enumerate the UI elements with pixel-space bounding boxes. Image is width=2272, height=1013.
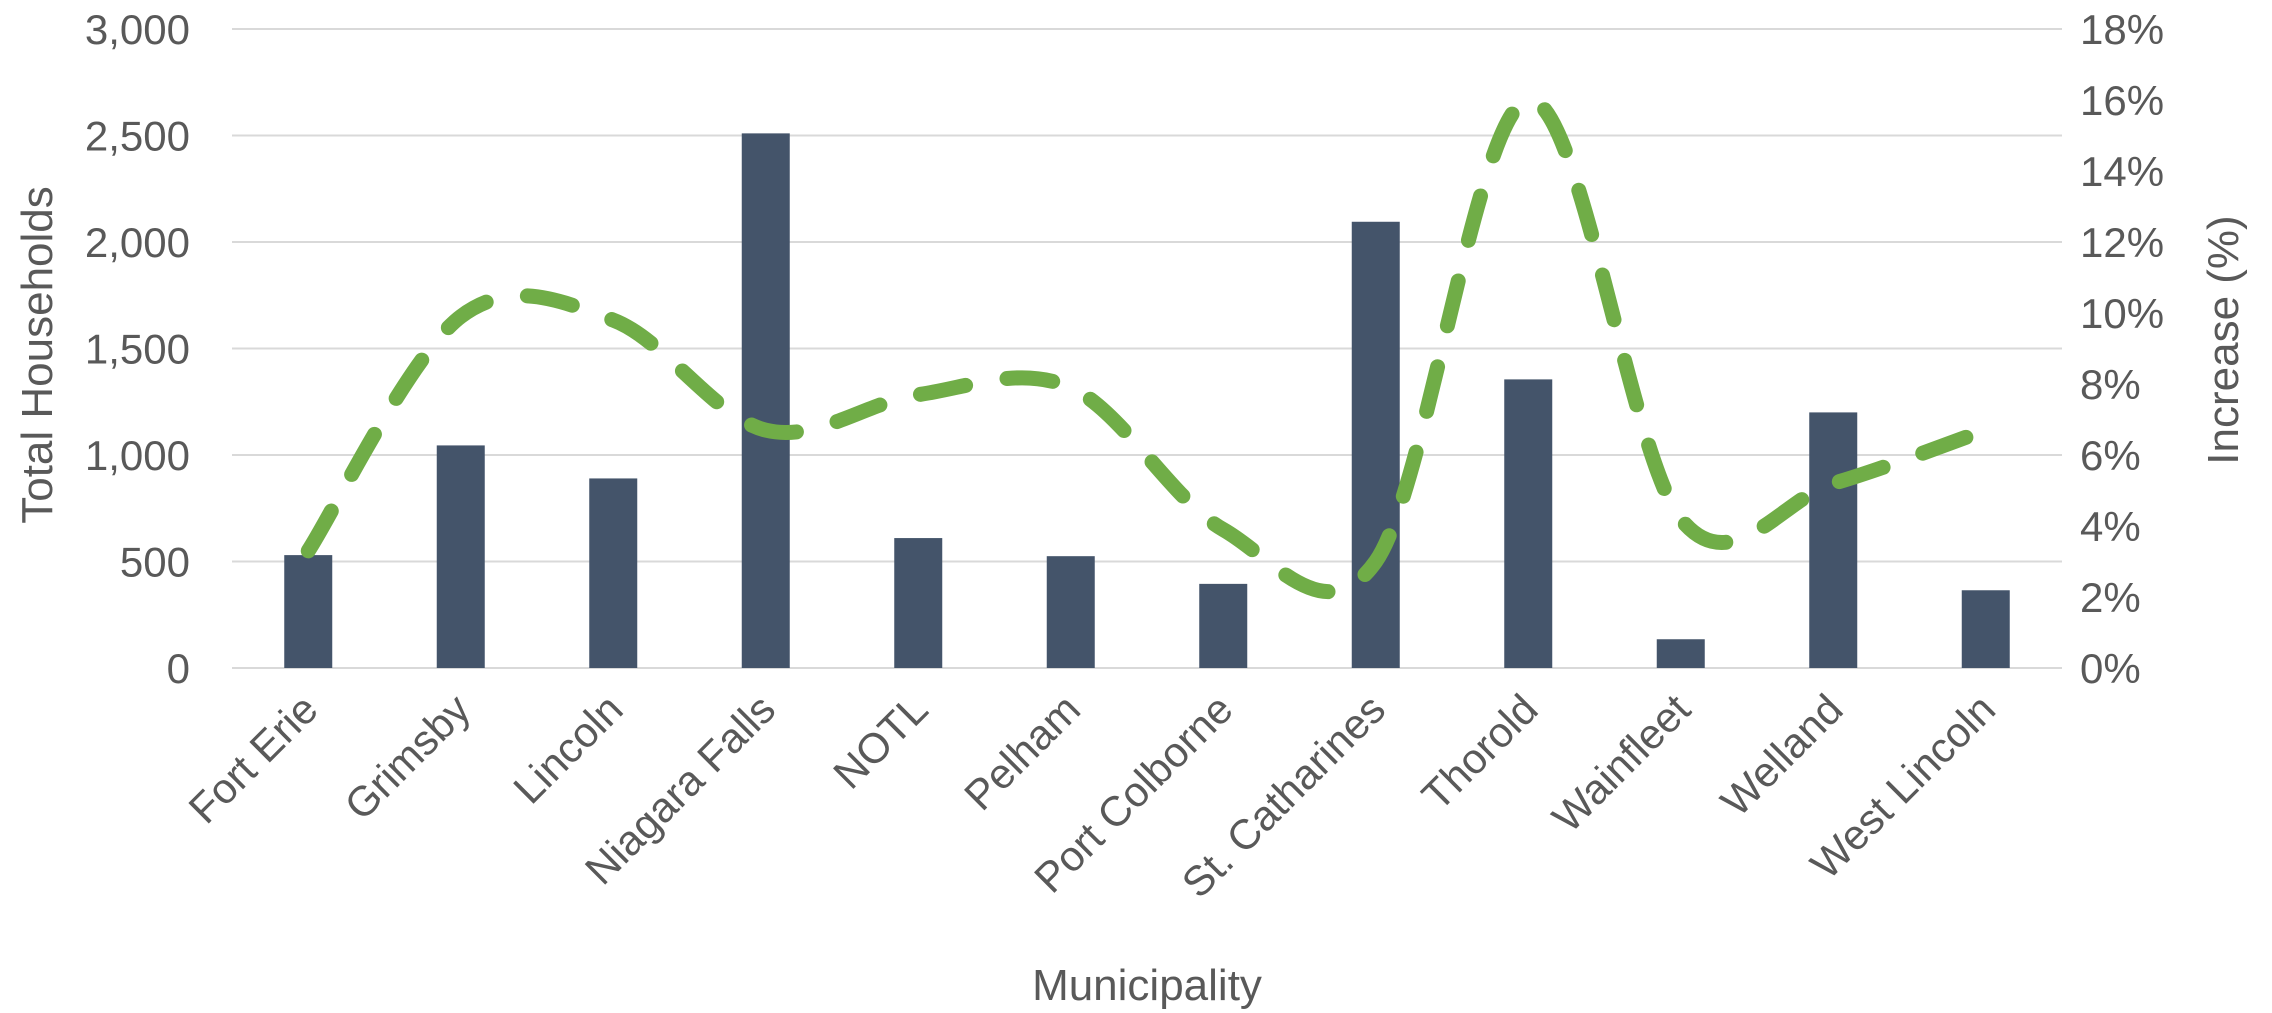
bar — [1504, 379, 1553, 668]
y2-tick-label: 6% — [2080, 432, 2141, 479]
y-tick-label: 0 — [167, 645, 190, 692]
y2-tick-label: 12% — [2080, 219, 2164, 266]
bar — [741, 133, 790, 668]
x-tick-label: Thorold — [1413, 685, 1547, 819]
y2-tick-label: 2% — [2080, 574, 2141, 621]
x-tick-label: Fort Erie — [180, 685, 327, 832]
bar — [1809, 412, 1858, 668]
y2-tick-label: 16% — [2080, 77, 2164, 124]
bar — [1351, 221, 1400, 668]
x-tick-label: Lincoln — [504, 685, 631, 812]
y2-tick-label: 10% — [2080, 290, 2164, 337]
y-tick-label: 2,500 — [85, 113, 190, 160]
x-axis-title: Municipality — [1032, 961, 1262, 1010]
x-tick-label: Wainfleet — [1543, 685, 1699, 841]
y-tick-label: 1,500 — [85, 326, 190, 373]
increase-line — [300, 92, 1994, 600]
y2-tick-label: 0% — [2080, 645, 2141, 692]
x-tick-label: Welland — [1712, 685, 1852, 825]
y2-tick-label: 8% — [2080, 361, 2141, 408]
bar — [1199, 583, 1248, 668]
x-tick-label: Grimsby — [335, 685, 479, 829]
y-tick-label: 500 — [120, 539, 190, 586]
y-axis-title: Total Households — [13, 186, 62, 524]
y-tick-label: 3,000 — [85, 6, 190, 53]
y-tick-label: 2,000 — [85, 219, 190, 266]
y-axis-left: 0 500 1,000 1,500 2,000 2,500 3,000 — [85, 6, 190, 692]
bar — [284, 555, 333, 668]
y2-axis-title: Increase (%) — [2199, 215, 2248, 464]
bar — [1961, 590, 2010, 668]
bar — [1046, 556, 1095, 668]
bar — [436, 445, 485, 668]
x-tick-label: NOTL — [824, 685, 936, 797]
bar-series — [284, 133, 2010, 668]
y-tick-label: 1,000 — [85, 432, 190, 479]
bar — [894, 538, 943, 668]
line-series — [300, 92, 1994, 600]
y-axis-right: 0% 2% 4% 6% 8% 10% 12% 14% 16% 18% — [2080, 6, 2164, 692]
bar — [589, 478, 638, 668]
x-tick-label: Pelham — [955, 685, 1089, 819]
y2-tick-label: 4% — [2080, 503, 2141, 550]
bar — [1656, 639, 1705, 668]
y2-tick-label: 18% — [2080, 6, 2164, 53]
y2-tick-label: 14% — [2080, 148, 2164, 195]
gridlines — [232, 28, 2062, 669]
